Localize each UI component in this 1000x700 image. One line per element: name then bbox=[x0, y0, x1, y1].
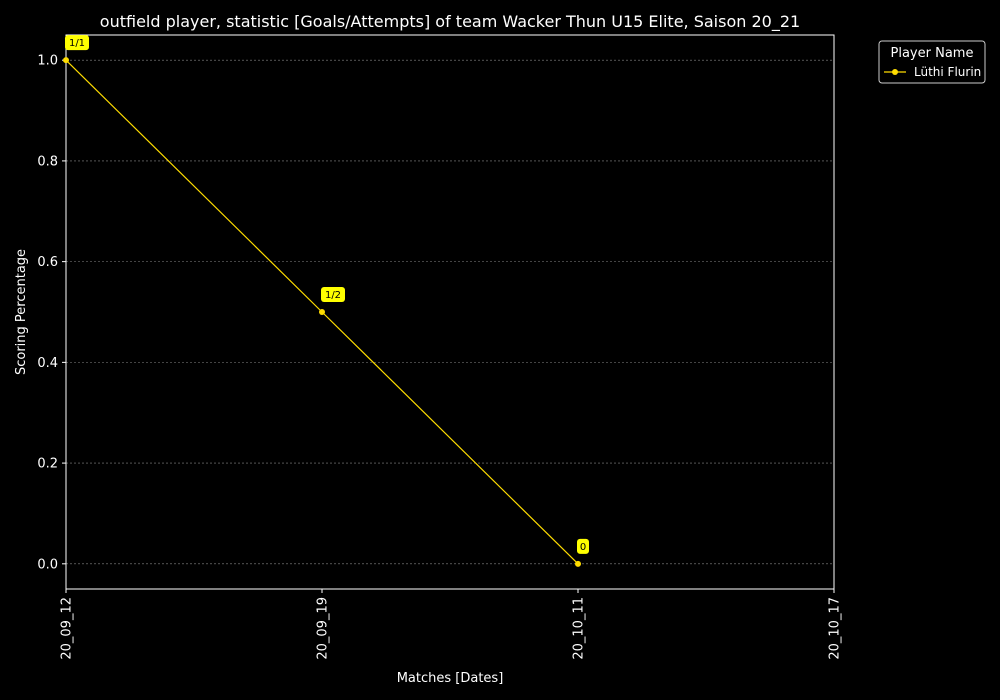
chart-title: outfield player, statistic [Goals/Attemp… bbox=[100, 12, 800, 32]
y-tick-label: 0.8 bbox=[37, 154, 58, 169]
y-tick-label: 0.4 bbox=[37, 356, 58, 371]
legend: Player Name Lüthi Flurin bbox=[878, 40, 986, 84]
data-label: 0 bbox=[577, 538, 589, 554]
x-tick-label: 20_09_19 bbox=[316, 597, 331, 660]
y-axis: 0.0 0.2 0.4 0.6 0.8 1.0 bbox=[37, 54, 66, 572]
data-label-text: 1/2 bbox=[325, 290, 341, 301]
y-tick-label: 0.6 bbox=[37, 255, 58, 270]
data-label-layer: 1/1 1/2 0 bbox=[65, 35, 589, 554]
x-axis-label: Matches [Dates] bbox=[397, 671, 504, 686]
x-axis: 20_09_12 20_09_19 20_10_11 20_10_17 bbox=[60, 589, 843, 660]
data-point bbox=[63, 57, 69, 64]
data-label-box bbox=[577, 538, 589, 554]
data-label: 1/1 bbox=[65, 35, 89, 51]
data-label-text: 1/1 bbox=[69, 38, 85, 49]
legend-marker-swatch bbox=[892, 69, 898, 75]
y-tick-label: 1.0 bbox=[37, 54, 58, 69]
data-point bbox=[575, 560, 581, 567]
data-label-box bbox=[321, 287, 345, 302]
data-point bbox=[319, 309, 325, 315]
y-tick-label: 0.2 bbox=[37, 457, 58, 472]
plot-frame bbox=[65, 34, 835, 590]
data-label: 1/2 bbox=[321, 287, 345, 302]
data-label-box bbox=[65, 35, 89, 51]
x-tick-label: 20_10_11 bbox=[572, 597, 587, 660]
y-axis-label: Scoring Percentage bbox=[14, 249, 29, 375]
x-tick-label: 20_09_12 bbox=[60, 597, 75, 660]
legend-entry-label: Lüthi Flurin bbox=[914, 65, 981, 79]
data-label-text: 0 bbox=[580, 542, 586, 553]
grid-layer bbox=[66, 59, 834, 565]
y-tick-label: 0.0 bbox=[37, 557, 58, 572]
legend-title: Player Name bbox=[891, 46, 974, 61]
series-layer bbox=[63, 57, 581, 567]
x-tick-label: 20_10_17 bbox=[828, 597, 843, 660]
